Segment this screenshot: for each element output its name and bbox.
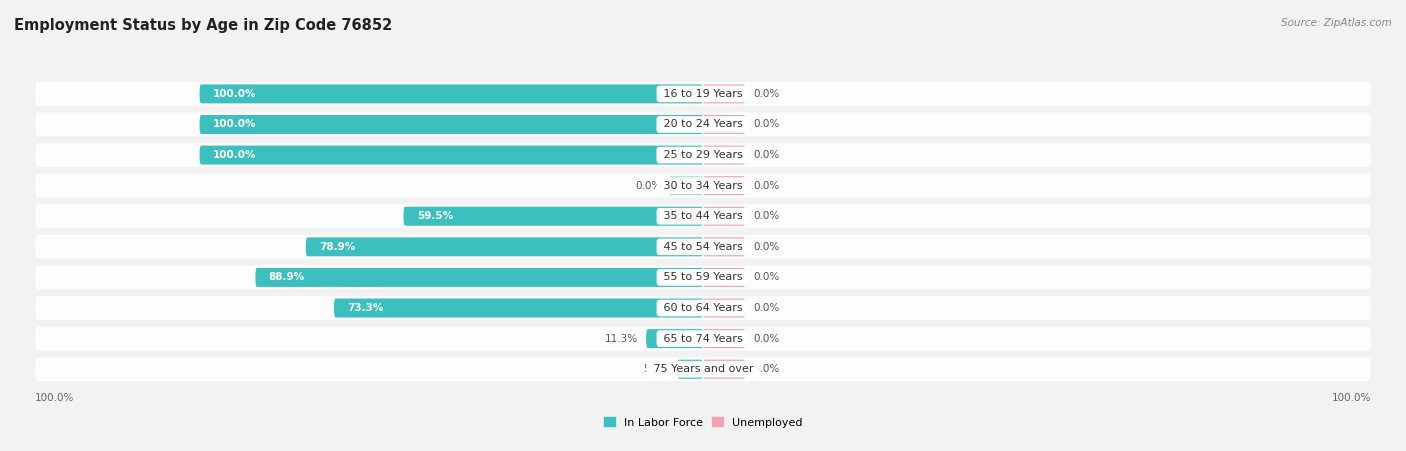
FancyBboxPatch shape <box>703 268 745 287</box>
Text: 0.0%: 0.0% <box>754 211 779 221</box>
Text: 45 to 54 Years: 45 to 54 Years <box>659 242 747 252</box>
Text: 35 to 44 Years: 35 to 44 Years <box>659 211 747 221</box>
FancyBboxPatch shape <box>35 204 1371 228</box>
Text: 25 to 29 Years: 25 to 29 Years <box>659 150 747 160</box>
Legend: In Labor Force, Unemployed: In Labor Force, Unemployed <box>599 413 807 432</box>
Text: 0.0%: 0.0% <box>754 272 779 282</box>
Text: 60 to 64 Years: 60 to 64 Years <box>659 303 747 313</box>
FancyBboxPatch shape <box>35 82 1371 106</box>
Text: 0.0%: 0.0% <box>636 181 661 191</box>
Text: 59.5%: 59.5% <box>416 211 453 221</box>
Text: 20 to 24 Years: 20 to 24 Years <box>659 120 747 129</box>
FancyBboxPatch shape <box>703 207 745 226</box>
FancyBboxPatch shape <box>35 357 1371 381</box>
Text: 0.0%: 0.0% <box>754 303 779 313</box>
Text: 11.3%: 11.3% <box>605 334 638 344</box>
FancyBboxPatch shape <box>703 237 745 256</box>
FancyBboxPatch shape <box>703 115 745 134</box>
Text: 100.0%: 100.0% <box>35 393 75 403</box>
Text: Employment Status by Age in Zip Code 76852: Employment Status by Age in Zip Code 768… <box>14 18 392 33</box>
FancyBboxPatch shape <box>703 360 745 379</box>
FancyBboxPatch shape <box>35 296 1371 320</box>
Text: 100.0%: 100.0% <box>212 120 256 129</box>
Text: Source: ZipAtlas.com: Source: ZipAtlas.com <box>1281 18 1392 28</box>
FancyBboxPatch shape <box>703 299 745 318</box>
Text: 88.9%: 88.9% <box>269 272 305 282</box>
Text: 0.0%: 0.0% <box>754 181 779 191</box>
FancyBboxPatch shape <box>404 207 703 226</box>
FancyBboxPatch shape <box>35 143 1371 167</box>
Text: 100.0%: 100.0% <box>212 89 256 99</box>
FancyBboxPatch shape <box>35 174 1371 198</box>
FancyBboxPatch shape <box>669 176 703 195</box>
FancyBboxPatch shape <box>200 115 703 134</box>
FancyBboxPatch shape <box>703 146 745 165</box>
Text: 16 to 19 Years: 16 to 19 Years <box>659 89 747 99</box>
FancyBboxPatch shape <box>35 327 1371 350</box>
Text: 78.9%: 78.9% <box>319 242 356 252</box>
FancyBboxPatch shape <box>703 329 745 348</box>
FancyBboxPatch shape <box>256 268 703 287</box>
Text: 75 Years and over: 75 Years and over <box>650 364 756 374</box>
Text: 30 to 34 Years: 30 to 34 Years <box>659 181 747 191</box>
Text: 0.0%: 0.0% <box>754 120 779 129</box>
FancyBboxPatch shape <box>35 235 1371 259</box>
Text: 5.1%: 5.1% <box>643 364 669 374</box>
FancyBboxPatch shape <box>35 113 1371 136</box>
Text: 65 to 74 Years: 65 to 74 Years <box>659 334 747 344</box>
Text: 0.0%: 0.0% <box>754 364 779 374</box>
FancyBboxPatch shape <box>647 329 703 348</box>
Text: 0.0%: 0.0% <box>754 89 779 99</box>
Text: 0.0%: 0.0% <box>754 150 779 160</box>
Text: 73.3%: 73.3% <box>347 303 384 313</box>
Text: 55 to 59 Years: 55 to 59 Years <box>659 272 747 282</box>
FancyBboxPatch shape <box>703 84 745 103</box>
FancyBboxPatch shape <box>703 176 745 195</box>
FancyBboxPatch shape <box>200 146 703 165</box>
FancyBboxPatch shape <box>200 84 703 103</box>
FancyBboxPatch shape <box>678 360 703 379</box>
FancyBboxPatch shape <box>35 266 1371 290</box>
Text: 0.0%: 0.0% <box>754 334 779 344</box>
FancyBboxPatch shape <box>305 237 703 256</box>
Text: 0.0%: 0.0% <box>754 242 779 252</box>
Text: 100.0%: 100.0% <box>212 150 256 160</box>
FancyBboxPatch shape <box>335 299 703 318</box>
Text: 100.0%: 100.0% <box>1331 393 1371 403</box>
